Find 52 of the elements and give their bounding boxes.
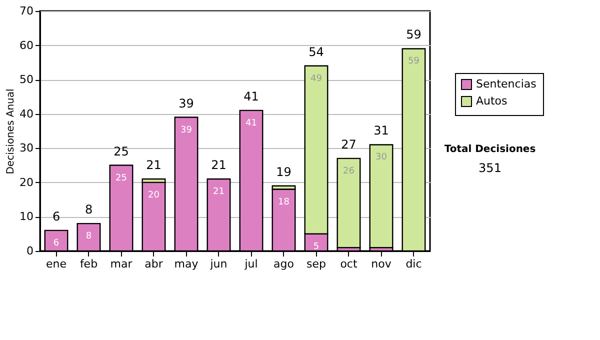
total-label: 27	[341, 137, 356, 152]
data-label: 26	[343, 166, 355, 176]
data-label: 21	[213, 187, 224, 197]
x-tick-label: ago	[274, 258, 294, 270]
legend-label: Sentencias	[476, 78, 537, 90]
y-tick-label: 70	[20, 4, 34, 18]
x-tick-label: mar	[110, 258, 133, 270]
text: 351	[478, 161, 502, 175]
y-tick-label: 50	[20, 73, 34, 86]
data-label: 49	[310, 74, 322, 84]
y-tick-label: 10	[20, 210, 34, 224]
x-tick-label: abr	[144, 258, 164, 270]
bar	[369, 144, 394, 248]
y-tick-label: 30	[20, 142, 34, 155]
x-tick-label: ene	[46, 258, 67, 270]
x-tick-label: nov	[371, 258, 392, 270]
y-tick-label: 0	[26, 244, 34, 258]
total-label: 8	[84, 202, 93, 217]
y-tick-label: 20	[20, 176, 34, 189]
total-label: 21	[146, 158, 162, 172]
total-label: 6	[52, 209, 60, 224]
total-label: 39	[178, 96, 194, 110]
legend-label: Autos	[476, 94, 508, 108]
data-label: 5	[313, 242, 320, 252]
total-label: 21	[211, 158, 226, 172]
text: Total Decisiones	[444, 144, 536, 155]
x-tick-label: sep	[306, 258, 326, 270]
total-label: 54	[308, 44, 324, 59]
total-label: 31	[374, 124, 389, 138]
x-tick-label: feb	[80, 258, 98, 270]
bar	[336, 158, 361, 248]
total-label: 19	[276, 164, 292, 179]
x-tick-label: oct	[340, 258, 358, 270]
data-label: 39	[180, 125, 192, 136]
data-label: 8	[86, 232, 92, 242]
data-label: 18	[278, 197, 290, 208]
data-label: 20	[148, 190, 160, 200]
y-tick-label: 60	[20, 38, 34, 52]
data-label: 41	[246, 118, 257, 128]
x-tick-label: dic	[406, 258, 422, 270]
data-label: 30	[376, 152, 388, 163]
x-tick-label: jul	[244, 258, 258, 270]
total-label: 59	[406, 28, 422, 42]
data-label: 25	[116, 173, 127, 184]
x-tick-label: may	[174, 258, 199, 270]
y-tick-label: 40	[20, 107, 34, 120]
y-axis-title: Decisiones Anual	[6, 88, 17, 174]
data-label: 6	[53, 238, 60, 248]
data-label: 59	[408, 56, 420, 67]
total-label: 25	[114, 144, 129, 158]
x-tick-label: jun	[209, 258, 228, 270]
total-label: 41	[244, 89, 259, 104]
